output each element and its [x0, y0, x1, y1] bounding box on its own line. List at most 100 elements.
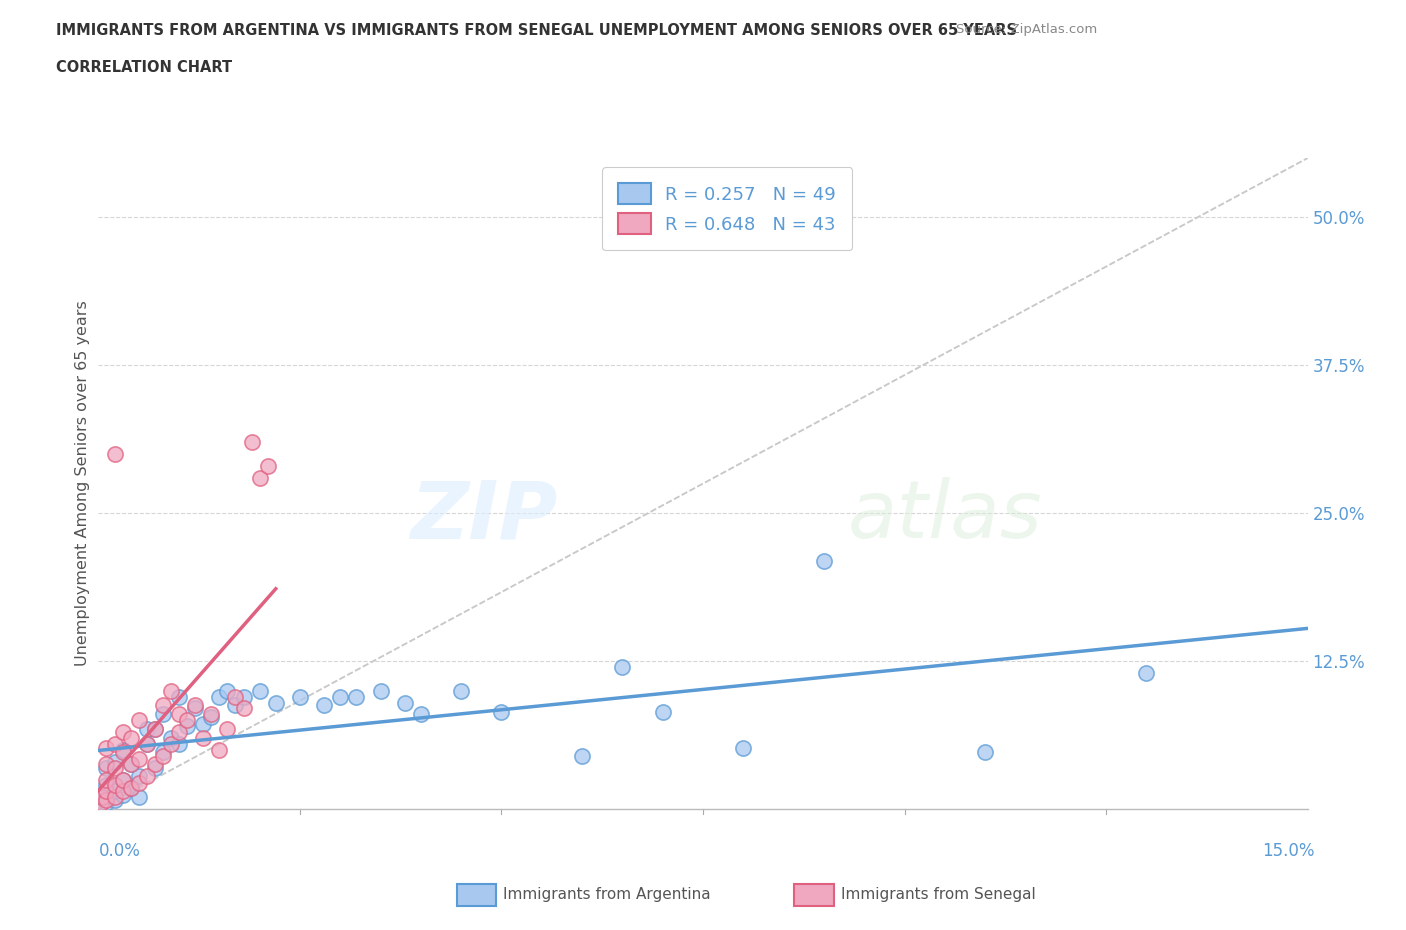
Point: [208, 742, 231, 757]
Point: [96, 772, 118, 787]
Point: [152, 749, 174, 764]
Point: [96, 757, 118, 772]
Point: [314, 698, 336, 712]
Point: [143, 721, 166, 736]
Y-axis label: Unemployment Among Seniors over 65 years: Unemployment Among Seniors over 65 years: [75, 300, 90, 667]
Point: [167, 737, 190, 751]
Point: [450, 684, 472, 698]
Point: [152, 745, 174, 760]
Point: [224, 698, 246, 712]
Point: [128, 776, 150, 790]
Point: [135, 737, 157, 751]
Point: [409, 707, 432, 722]
Point: [217, 721, 239, 736]
Point: [90, 796, 112, 811]
Text: atlas: atlas: [848, 477, 1043, 555]
Point: [135, 768, 157, 783]
Point: [128, 752, 150, 767]
Point: [96, 778, 118, 793]
Point: [224, 689, 246, 704]
Point: [135, 721, 157, 736]
Point: [813, 553, 835, 568]
Point: [120, 757, 142, 772]
Text: ZIP: ZIP: [411, 477, 558, 555]
Point: [111, 724, 134, 739]
Point: [208, 689, 231, 704]
Point: [103, 760, 125, 775]
Point: [120, 780, 142, 795]
Point: [128, 790, 150, 804]
Point: [217, 684, 239, 698]
Point: [193, 716, 215, 731]
Point: [135, 737, 157, 751]
Point: [167, 707, 190, 722]
Point: [143, 757, 166, 772]
Point: [1135, 666, 1157, 681]
Point: [200, 707, 222, 722]
Point: [152, 698, 174, 712]
Point: [152, 707, 174, 722]
Point: [160, 684, 183, 698]
Point: [167, 724, 190, 739]
Text: CORRELATION CHART: CORRELATION CHART: [56, 60, 232, 75]
Point: [249, 684, 271, 698]
Point: [103, 446, 125, 461]
Point: [91, 790, 114, 804]
Point: [240, 434, 263, 449]
Point: [176, 719, 198, 734]
Bar: [457, 884, 496, 906]
Point: [143, 721, 166, 736]
Point: [111, 745, 134, 760]
Point: [344, 689, 367, 704]
Point: [111, 772, 134, 787]
Point: [96, 740, 118, 755]
Point: [571, 749, 593, 764]
Text: 15.0%: 15.0%: [1263, 842, 1315, 860]
Point: [651, 705, 673, 720]
Point: [370, 684, 392, 698]
Point: [103, 754, 125, 769]
Point: [91, 790, 114, 804]
Point: [96, 796, 118, 811]
Text: Immigrants from Senegal: Immigrants from Senegal: [841, 887, 1036, 902]
Point: [120, 731, 142, 746]
Point: [120, 757, 142, 772]
Point: [264, 695, 287, 710]
Point: [111, 788, 134, 803]
Point: [232, 689, 254, 704]
Point: [111, 772, 134, 787]
Point: [176, 713, 198, 728]
Point: [184, 701, 207, 716]
Point: [103, 784, 125, 799]
Point: [103, 792, 125, 807]
Point: [329, 689, 352, 704]
Point: [128, 713, 150, 728]
Point: [974, 745, 997, 760]
Point: [394, 695, 416, 710]
Point: [612, 659, 634, 674]
Text: 0.0%: 0.0%: [98, 842, 141, 860]
Point: [288, 689, 311, 704]
Legend: R = 0.257   N = 49, R = 0.648   N = 43: R = 0.257 N = 49, R = 0.648 N = 43: [602, 167, 852, 250]
Point: [111, 742, 134, 757]
Point: [96, 792, 118, 807]
Text: IMMIGRANTS FROM ARGENTINA VS IMMIGRANTS FROM SENEGAL UNEMPLOYMENT AMONG SENIORS : IMMIGRANTS FROM ARGENTINA VS IMMIGRANTS …: [56, 23, 1017, 38]
Point: [232, 701, 254, 716]
Point: [96, 784, 118, 799]
Point: [128, 768, 150, 783]
Point: [96, 760, 118, 775]
Point: [256, 458, 278, 473]
Point: [143, 760, 166, 775]
Point: [184, 698, 207, 712]
Point: [103, 737, 125, 751]
Text: Source: ZipAtlas.com: Source: ZipAtlas.com: [956, 23, 1097, 36]
Point: [103, 790, 125, 804]
Point: [111, 784, 134, 799]
Point: [491, 705, 513, 720]
Point: [160, 737, 183, 751]
Point: [200, 710, 222, 724]
Point: [120, 780, 142, 795]
Point: [249, 471, 271, 485]
Point: [193, 731, 215, 746]
Point: [167, 689, 190, 704]
